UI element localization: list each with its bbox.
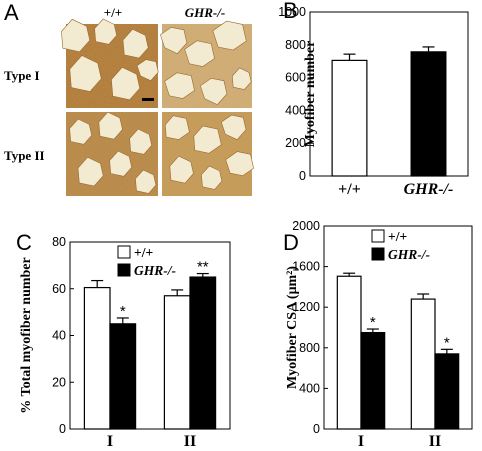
legend-swatch: [371, 229, 385, 243]
bar: [410, 51, 447, 177]
plot-frame: [323, 225, 473, 430]
significance-mark: *: [370, 314, 376, 331]
y-tick-label: 1600: [292, 260, 320, 274]
legend-swatch: [371, 247, 385, 261]
panel-a-label: A: [4, 0, 19, 25]
x-category-label: II: [429, 433, 441, 450]
y-tick-label: 1200: [292, 300, 320, 314]
legend-label: +/+: [134, 245, 153, 260]
bar: [331, 59, 368, 177]
y-axis-label: % Total myofiber number: [19, 257, 34, 413]
micrograph-col-wt: +/+: [104, 5, 122, 20]
chart-d: D 0 400 800 1200 1600 2000 Myofiber CSA (μm²) * I…: [283, 219, 473, 450]
y-tick-label: 1000: [278, 5, 306, 19]
y-tick-label: 20: [52, 375, 66, 389]
panel-label: C: [16, 230, 32, 255]
significance-mark: *: [120, 303, 126, 320]
significance-mark: *: [444, 334, 450, 351]
x-category-label: II: [184, 433, 196, 450]
scale-bar: [142, 98, 154, 101]
micrograph-col-ko: GHR-/-: [185, 5, 225, 20]
y-tick-label: 0: [313, 422, 320, 436]
micrograph-row-type1: Type I: [4, 68, 40, 83]
bar: [336, 275, 362, 430]
micrograph-row-type2: Type II: [4, 148, 45, 163]
micrograph-wt-type2: [66, 111, 158, 196]
y-tick-label: 400: [299, 381, 320, 395]
micrograph-wt-type1: [61, 18, 159, 108]
x-category-label: I: [107, 433, 113, 450]
x-category-label: +/+: [338, 181, 361, 198]
plot-frame: [309, 11, 469, 177]
y-tick-label: 800: [285, 38, 306, 52]
x-category-label: GHR-/-: [404, 181, 454, 198]
micrograph-ko-type1: [160, 20, 252, 108]
y-axis-label: Myofiber CSA (μm²): [285, 266, 300, 389]
bar: [83, 286, 111, 430]
chart-b: B 0 200 400 600 800 1000 Myofiber number +/+ GHR-…: [278, 0, 469, 198]
y-tick-label: 80: [52, 235, 66, 249]
bar: [410, 298, 436, 430]
y-tick-label: 200: [285, 136, 306, 150]
legend-swatch: [117, 263, 131, 277]
bar: [189, 276, 217, 430]
y-tick-label: 800: [299, 341, 320, 355]
y-tick-label: 400: [285, 103, 306, 117]
chart-c: C 0 20 40 60 80 % Total myofiber number * I ** II +…: [16, 230, 231, 450]
legend-swatch: [117, 245, 131, 259]
legend-label: GHR-/-: [388, 247, 431, 262]
y-axis-label: Myofiber number: [303, 41, 318, 148]
x-category-label: I: [358, 433, 364, 450]
y-tick-label: 2000: [292, 219, 320, 233]
bar: [109, 323, 137, 430]
panel-a-micrographs: A +/+ GHR-/- Type I Type II: [4, 0, 254, 196]
bar: [163, 295, 191, 430]
micrograph-ko-type2: [162, 112, 254, 196]
y-tick-label: 0: [299, 169, 306, 183]
legend-label: GHR-/-: [134, 263, 177, 278]
y-tick-label: 40: [52, 329, 66, 343]
y-tick-label: 60: [52, 282, 66, 296]
y-tick-label: 0: [59, 422, 66, 436]
legend-label: +/+: [388, 229, 407, 244]
panel-label: B: [283, 0, 298, 23]
y-tick-label: 600: [285, 71, 306, 85]
significance-mark: **: [197, 259, 209, 276]
bar: [434, 353, 460, 430]
bar: [360, 331, 386, 430]
panel-label: D: [283, 230, 299, 255]
